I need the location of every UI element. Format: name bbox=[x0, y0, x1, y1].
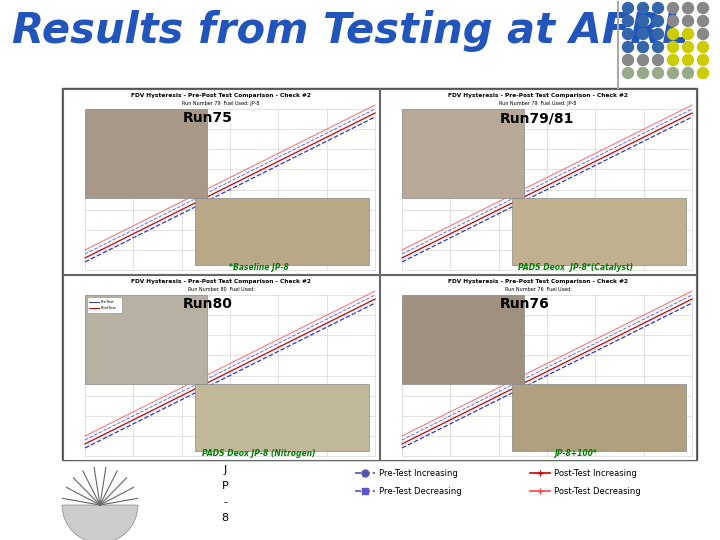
Circle shape bbox=[667, 29, 678, 39]
Circle shape bbox=[683, 3, 693, 14]
Bar bbox=[195, 198, 369, 265]
Text: Run80: Run80 bbox=[183, 297, 233, 311]
Circle shape bbox=[623, 3, 634, 14]
Bar bbox=[63, 275, 379, 460]
Circle shape bbox=[683, 55, 693, 65]
Circle shape bbox=[637, 55, 649, 65]
Circle shape bbox=[623, 42, 634, 52]
Circle shape bbox=[683, 16, 693, 26]
Text: Pre-Test Increasing: Pre-Test Increasing bbox=[379, 469, 458, 477]
Bar bbox=[195, 383, 369, 451]
Text: Run Number 76  Fuel Used:: Run Number 76 Fuel Used: bbox=[505, 287, 572, 292]
Text: Run Number 79  Fuel Used: JP-8: Run Number 79 Fuel Used: JP-8 bbox=[182, 101, 260, 106]
Text: J: J bbox=[223, 465, 227, 475]
Circle shape bbox=[623, 29, 634, 39]
Text: JP-8+100*: JP-8+100* bbox=[554, 449, 598, 458]
Text: 8: 8 bbox=[222, 513, 228, 523]
Circle shape bbox=[667, 16, 678, 26]
Text: PostTest: PostTest bbox=[101, 306, 117, 310]
Text: Post-Test Increasing: Post-Test Increasing bbox=[554, 469, 636, 477]
Circle shape bbox=[698, 42, 708, 52]
Bar bbox=[402, 109, 523, 198]
Circle shape bbox=[637, 68, 649, 78]
Text: Run76: Run76 bbox=[500, 297, 550, 311]
Circle shape bbox=[623, 55, 634, 65]
Bar bbox=[85, 295, 207, 383]
Circle shape bbox=[667, 3, 678, 14]
Text: Run Number 80  Fuel Used:: Run Number 80 Fuel Used: bbox=[188, 287, 254, 292]
Circle shape bbox=[623, 16, 634, 26]
Text: Run79/81: Run79/81 bbox=[500, 111, 575, 125]
Circle shape bbox=[667, 55, 678, 65]
Text: *Baseline JP-8: *Baseline JP-8 bbox=[229, 263, 289, 272]
Circle shape bbox=[698, 3, 708, 14]
Circle shape bbox=[637, 16, 649, 26]
Circle shape bbox=[698, 29, 708, 39]
Circle shape bbox=[698, 68, 708, 78]
Text: FDV Hysteresis - Pre-Post Test Comparison - Check #2: FDV Hysteresis - Pre-Post Test Compariso… bbox=[448, 279, 628, 284]
Text: PADS Deox JP-8 (Nitrogen): PADS Deox JP-8 (Nitrogen) bbox=[202, 449, 315, 458]
Circle shape bbox=[637, 42, 649, 52]
Circle shape bbox=[667, 68, 678, 78]
Circle shape bbox=[623, 68, 634, 78]
Bar bbox=[512, 383, 686, 451]
Circle shape bbox=[683, 68, 693, 78]
Bar bbox=[62, 88, 697, 460]
Circle shape bbox=[667, 42, 678, 52]
Circle shape bbox=[637, 29, 649, 39]
Circle shape bbox=[652, 29, 664, 39]
Bar bbox=[87, 297, 122, 313]
Text: P: P bbox=[222, 481, 228, 491]
Text: FDV Hysteresis - Pre-Post Test Comparison - Check #2: FDV Hysteresis - Pre-Post Test Compariso… bbox=[131, 93, 311, 98]
Bar bbox=[402, 295, 523, 383]
Bar bbox=[512, 198, 686, 265]
Text: Run75: Run75 bbox=[183, 111, 233, 125]
Bar bbox=[63, 89, 379, 274]
Circle shape bbox=[698, 55, 708, 65]
Circle shape bbox=[637, 3, 649, 14]
Wedge shape bbox=[62, 505, 138, 540]
Text: Run Number 79  Fuel Used: JP-8: Run Number 79 Fuel Used: JP-8 bbox=[499, 101, 577, 106]
Circle shape bbox=[652, 3, 664, 14]
Circle shape bbox=[652, 42, 664, 52]
Circle shape bbox=[683, 29, 693, 39]
Bar bbox=[380, 275, 696, 460]
Text: FDV Hysteresis - Pre-Post Test Comparison - Check #2: FDV Hysteresis - Pre-Post Test Compariso… bbox=[448, 93, 628, 98]
Circle shape bbox=[652, 55, 664, 65]
Circle shape bbox=[698, 16, 708, 26]
Circle shape bbox=[652, 68, 664, 78]
Text: Post-Test Decreasing: Post-Test Decreasing bbox=[554, 487, 641, 496]
Text: PADS Deox  JP-8*(Catalyst): PADS Deox JP-8*(Catalyst) bbox=[518, 263, 634, 272]
Text: -: - bbox=[223, 497, 227, 507]
Text: FDV Hysteresis - Pre-Post Test Comparison - Check #2: FDV Hysteresis - Pre-Post Test Compariso… bbox=[131, 279, 311, 284]
Circle shape bbox=[652, 16, 664, 26]
Bar bbox=[380, 89, 696, 274]
Circle shape bbox=[683, 42, 693, 52]
Text: PreTest: PreTest bbox=[101, 300, 114, 304]
Text: Pre-Test Decreasing: Pre-Test Decreasing bbox=[379, 487, 462, 496]
Text: Results from Testing at AFRL: Results from Testing at AFRL bbox=[12, 10, 688, 52]
Bar bbox=[85, 109, 207, 198]
